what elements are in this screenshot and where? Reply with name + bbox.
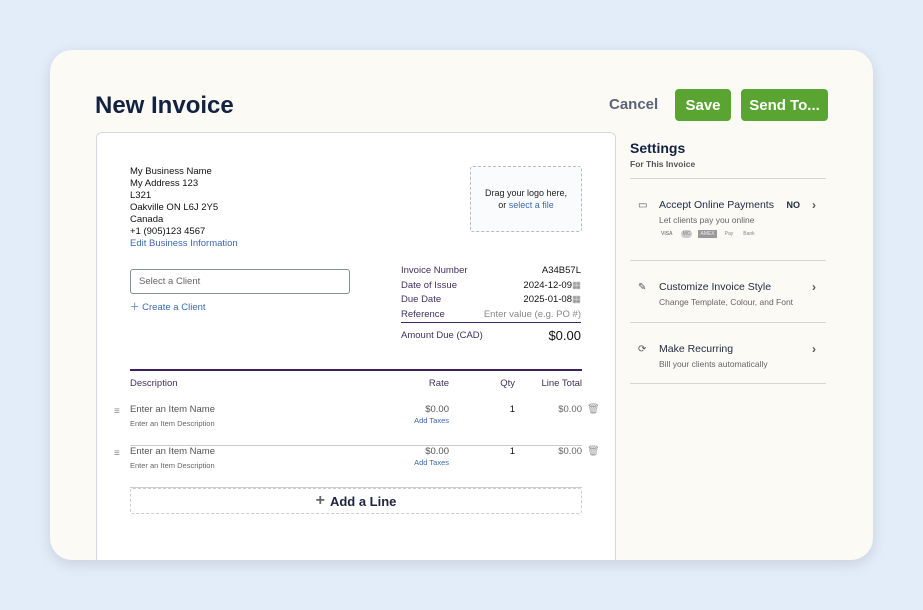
item-description-input[interactable]: Enter an Item Description [130,461,215,470]
setting-description: Change Template, Colour, and Font [659,297,794,307]
logo-drop-text: Drag your logo here, [484,188,568,198]
select-file-link[interactable]: select a file [508,200,554,210]
setting-description: Let clients pay you online [659,215,755,225]
edit-business-link[interactable]: Edit Business Information [130,238,238,249]
settings-panel: Settings For This Invoice ▭ Accept Onlin… [630,140,826,384]
add-taxes-link[interactable]: Add Taxes [414,416,449,425]
item-description-input[interactable]: Enter an Item Description [130,419,215,428]
header-line-total: Line Total [541,378,583,389]
create-client-label: Create a Client [142,302,206,313]
setting-customize-style[interactable]: ✎ Customize Invoice Style › Change Templ… [630,260,826,322]
plus-icon: ＋ [130,302,140,313]
refresh-icon: ⟳ [638,344,647,355]
bank-logo: Bank [743,231,755,237]
business-address: My Address 123 [130,178,199,189]
issue-date-input[interactable]: 2024-12-09 [523,279,573,291]
plus-icon: + [315,492,325,509]
add-line-label: Add a Line [329,493,397,509]
invoice-card: New Invoice Cancel Save Send To... My Bu… [50,50,873,560]
rate-input[interactable]: $0.00 [425,446,449,457]
save-button[interactable]: Save [675,89,731,121]
divider [130,369,582,371]
reference-label: Reference [401,308,445,320]
setting-description: Bill your clients automatically [659,359,768,369]
create-client-link[interactable]: ＋ Create a Client [130,299,206,313]
trash-icon[interactable]: 🗑 [587,404,600,415]
payment-card-logos: VISA MC AMEX Pay Bank [659,230,826,238]
line-total: $0.00 [558,446,582,457]
chevron-right-icon: › [812,280,816,294]
page-title: New Invoice [95,92,234,119]
setting-title: Make Recurring [659,343,734,355]
add-taxes-link[interactable]: Add Taxes [414,458,449,467]
table-row: ≡ Enter an Item Name Enter an Item Descr… [114,404,600,446]
settings-title: Settings [630,140,686,156]
trash-icon[interactable]: 🗑 [587,446,600,457]
chevron-right-icon: › [812,198,816,212]
logo-dropzone[interactable]: Drag your logo here, or select a file [470,166,582,232]
invoice-number-label: Invoice Number [401,265,468,276]
apple-pay-logo: Pay [724,231,734,237]
laptop-icon: ▭ [638,200,648,211]
item-name-input[interactable]: Enter an Item Name [130,446,216,457]
table-row: ≡ Enter an Item Name Enter an Item Descr… [114,446,600,488]
setting-title: Accept Online Payments [659,199,774,211]
cancel-button[interactable]: Cancel [609,96,659,113]
business-address-2: L321 [130,190,152,201]
reference-input[interactable]: Enter value (e.g. PO #) [483,308,581,320]
drag-handle-icon[interactable]: ≡ [114,448,120,459]
settings-subtitle: For This Invoice [630,159,696,169]
setting-make-recurring[interactable]: ⟳ Make Recurring › Bill your clients aut… [630,322,826,384]
line-total: $0.00 [558,404,582,415]
qty-input[interactable]: 1 [509,446,515,457]
logo-or: or [498,200,507,210]
status-badge: NO [786,200,801,210]
calendar-icon[interactable]: ▦ [572,294,581,305]
amount-due-label: Amount Due (CAD) [401,330,483,341]
header-rate: Rate [428,378,449,389]
invoice-paper: My Business Name My Address 123 L321 Oak… [96,132,616,560]
setting-online-payments[interactable]: ▭ Accept Online Payments NO › Let client… [630,178,826,260]
header-qty: Qty [500,378,515,389]
business-name: My Business Name [130,166,212,177]
issue-date-label: Date of Issue [401,279,457,291]
amex-logo: AMEX [698,230,717,238]
header-description: Description [130,378,178,389]
calendar-icon[interactable]: ▦ [572,279,581,291]
mastercard-logo: MC [680,230,693,238]
add-line-button[interactable]: + Add a Line [130,488,582,514]
table-header: Description Rate Qty Line Total [130,378,582,390]
chevron-right-icon: › [812,342,816,356]
select-client-input[interactable]: Select a Client [130,269,350,294]
paint-brush-icon: ✎ [638,282,647,293]
setting-title: Customize Invoice Style [659,281,772,293]
visa-logo: VISA [661,231,673,237]
business-city: Oakville ON L6J 2Y5 [130,202,219,213]
business-country: Canada [130,214,164,225]
invoice-number-input[interactable]: A34B57L [541,265,581,276]
drag-handle-icon[interactable]: ≡ [114,406,120,417]
qty-input[interactable]: 1 [509,404,515,415]
business-phone: +1 (905)123 4567 [130,226,206,237]
item-name-input[interactable]: Enter an Item Name [130,404,216,415]
send-to-button[interactable]: Send To... [741,89,828,121]
business-info: My Business Name My Address 123 L321 Oak… [130,166,238,250]
due-date-label: Due Date [401,294,442,305]
due-date-input[interactable]: 2025-01-08 [523,294,573,305]
rate-input[interactable]: $0.00 [425,404,449,415]
invoice-meta: Invoice Number A34B57L Date of Issue 2024-… [401,265,581,343]
amount-due-value: $0.00 [548,328,581,343]
